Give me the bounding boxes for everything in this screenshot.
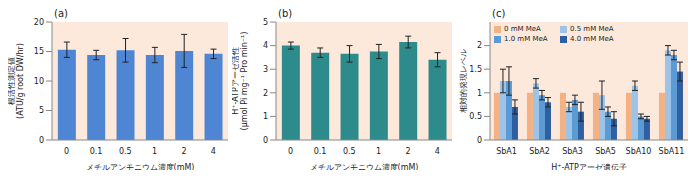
svg-text:0: 0 xyxy=(39,136,44,145)
html-text:0.5 mM MeA: 0.5 mM MeA xyxy=(570,25,614,33)
svg-text:0: 0 xyxy=(64,147,69,156)
svg-text:0.1: 0.1 xyxy=(90,147,103,156)
svg-text:2: 2 xyxy=(263,89,268,98)
html-text:(b): (b) xyxy=(278,8,293,19)
svg-text:1: 1 xyxy=(152,147,157,156)
svg-text:4: 4 xyxy=(211,147,216,156)
svg-text:相対的発現レベル: 相対的発現レベル xyxy=(459,49,468,113)
svg-text:0: 0 xyxy=(288,147,293,156)
svg-text:15: 15 xyxy=(34,47,44,56)
html-text:0 mM MeA: 0 mM MeA xyxy=(504,25,541,33)
svg-text:根活性測定値(ATU/g root DW/hr): 根活性測定値(ATU/g root DW/hr) xyxy=(8,43,25,119)
svg-text:0: 0 xyxy=(477,136,482,145)
svg-text:0: 0 xyxy=(263,136,268,145)
svg-text:1: 1 xyxy=(376,147,381,156)
svg-text:4: 4 xyxy=(435,147,440,156)
svg-text:2: 2 xyxy=(181,147,186,156)
svg-text:SbA1: SbA1 xyxy=(496,147,517,156)
svg-text:5: 5 xyxy=(39,106,44,115)
svg-text:H⁺-ATPアーゼ遺伝子: H⁺-ATPアーゼ遺伝子 xyxy=(551,163,627,170)
svg-text:5: 5 xyxy=(263,18,268,27)
html-text:1.0 mM MeA: 1.0 mM MeA xyxy=(504,35,548,43)
svg-text:0.5: 0.5 xyxy=(343,147,356,156)
svg-text:1: 1 xyxy=(477,89,482,98)
svg-text:SbA10: SbA10 xyxy=(626,147,652,156)
html-text:(a): (a) xyxy=(54,8,68,19)
svg-text:3: 3 xyxy=(263,65,268,74)
svg-text:0.5: 0.5 xyxy=(469,112,482,121)
svg-text:4: 4 xyxy=(263,41,268,50)
svg-text:1.5: 1.5 xyxy=(469,65,482,74)
svg-text:1: 1 xyxy=(263,112,268,121)
svg-text:SbA11: SbA11 xyxy=(659,147,685,156)
svg-text:20: 20 xyxy=(34,18,44,27)
html-text:4.0 mM MeA: 4.0 mM MeA xyxy=(570,35,614,43)
svg-text:SbA2: SbA2 xyxy=(529,147,550,156)
svg-text:メチルアンモニウム濃度(mM): メチルアンモニウム濃度(mM) xyxy=(86,163,195,170)
html-text:(c): (c) xyxy=(492,8,506,19)
svg-text:SbA3: SbA3 xyxy=(562,147,583,156)
svg-text:0.1: 0.1 xyxy=(314,147,327,156)
svg-text:メチルアンモニウム濃度(mM): メチルアンモニウム濃度(mM) xyxy=(310,163,419,170)
svg-text:H⁺-ATPアーゼ活性(μmol Pi mg⁻¹ Pro m: H⁺-ATPアーゼ活性(μmol Pi mg⁻¹ Pro min⁻¹) xyxy=(232,32,249,131)
svg-text:2: 2 xyxy=(477,41,482,50)
svg-text:SbA5: SbA5 xyxy=(595,147,616,156)
svg-text:2: 2 xyxy=(405,147,410,156)
svg-text:0.5: 0.5 xyxy=(119,147,132,156)
svg-text:10: 10 xyxy=(34,77,44,86)
